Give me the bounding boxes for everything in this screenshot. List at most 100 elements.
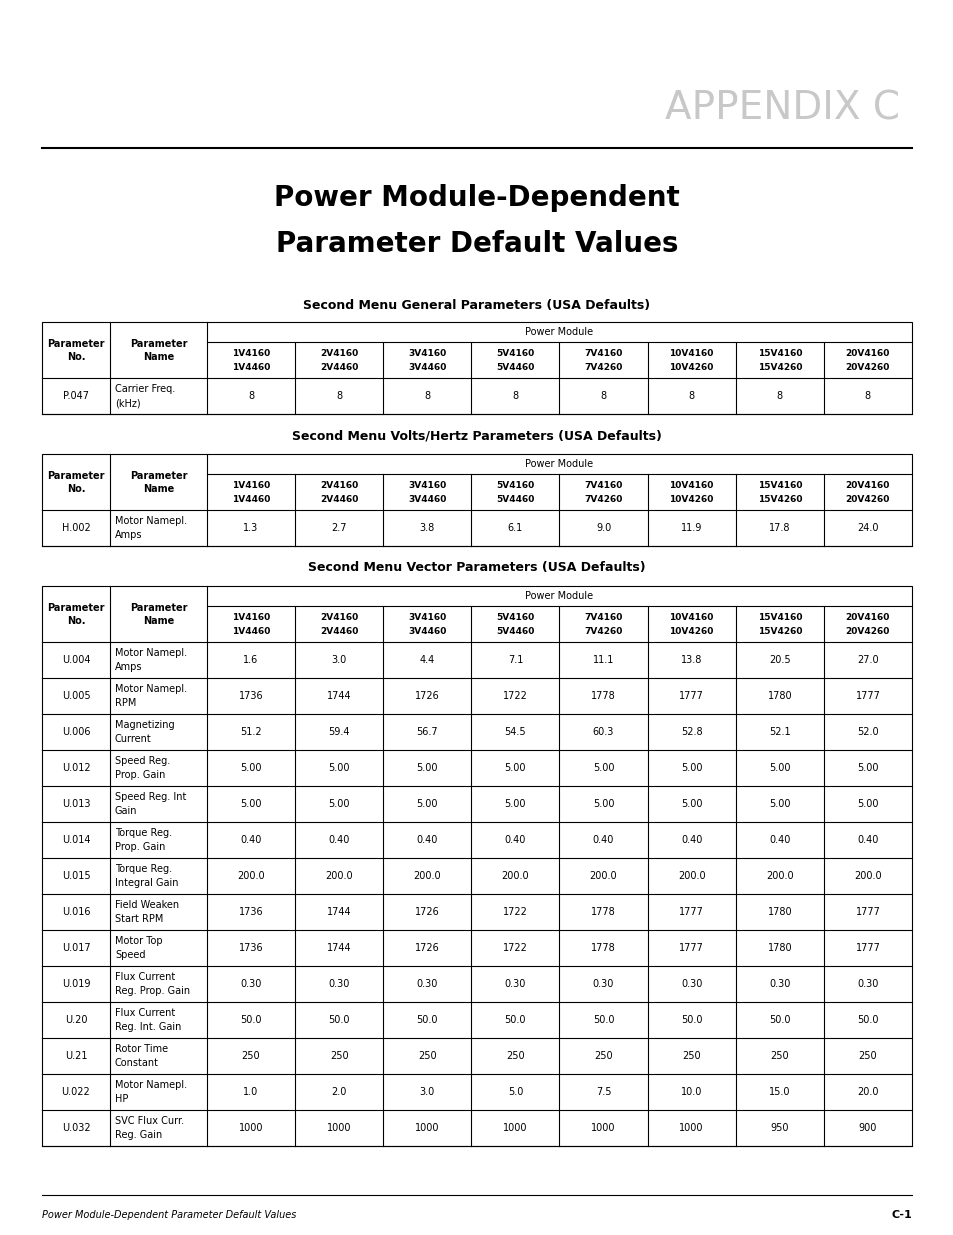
Text: 1000: 1000	[502, 1123, 527, 1132]
Text: 15V4260: 15V4260	[757, 494, 801, 504]
Text: 1780: 1780	[767, 906, 791, 918]
Text: 5.00: 5.00	[857, 763, 878, 773]
Text: 200.0: 200.0	[678, 871, 705, 881]
Text: 11.1: 11.1	[592, 655, 614, 664]
Text: U.006: U.006	[62, 727, 91, 737]
Text: Field Weaken: Field Weaken	[115, 900, 179, 910]
Text: 60.3: 60.3	[592, 727, 614, 737]
Text: 52.8: 52.8	[680, 727, 701, 737]
Text: 20.0: 20.0	[857, 1087, 878, 1097]
Text: Motor Namepl.: Motor Namepl.	[115, 1079, 187, 1091]
Text: 3V4160: 3V4160	[408, 348, 446, 357]
Text: Carrier Freq.: Carrier Freq.	[115, 384, 175, 394]
Text: 5V4460: 5V4460	[496, 494, 534, 504]
Text: 8: 8	[424, 391, 430, 401]
Text: 3V4460: 3V4460	[408, 363, 446, 372]
Text: 1780: 1780	[767, 944, 791, 953]
Text: C-1: C-1	[890, 1210, 911, 1220]
Text: 3V4160: 3V4160	[408, 480, 446, 489]
Text: Parameter: Parameter	[48, 471, 105, 480]
Text: 15.0: 15.0	[768, 1087, 790, 1097]
Text: Parameter: Parameter	[48, 603, 105, 613]
Text: 2V4460: 2V4460	[319, 626, 358, 636]
Text: 1778: 1778	[591, 906, 616, 918]
Text: 1744: 1744	[327, 944, 351, 953]
Text: 0.40: 0.40	[768, 835, 790, 845]
Text: 24.0: 24.0	[857, 522, 878, 534]
Text: Parameter: Parameter	[130, 471, 187, 480]
Text: 0.30: 0.30	[680, 979, 701, 989]
Text: H.002: H.002	[62, 522, 91, 534]
Text: 5.00: 5.00	[768, 799, 790, 809]
Text: 15V4260: 15V4260	[757, 363, 801, 372]
Text: 50.0: 50.0	[680, 1015, 701, 1025]
Bar	[42, 585, 911, 1146]
Text: 250: 250	[241, 1051, 260, 1061]
Text: 1778: 1778	[591, 944, 616, 953]
Bar	[42, 454, 911, 546]
Text: 52.1: 52.1	[768, 727, 790, 737]
Text: 250: 250	[681, 1051, 700, 1061]
Text: 0.40: 0.40	[592, 835, 614, 845]
Text: No.: No.	[67, 352, 85, 362]
Text: 5.00: 5.00	[416, 799, 437, 809]
Text: 15V4160: 15V4160	[757, 480, 801, 489]
Text: 1736: 1736	[238, 906, 263, 918]
Text: 10V4260: 10V4260	[669, 363, 713, 372]
Text: Rotor Time: Rotor Time	[115, 1044, 168, 1053]
Text: 7V4260: 7V4260	[584, 363, 622, 372]
Text: 1.0: 1.0	[243, 1087, 258, 1097]
Text: (kHz): (kHz)	[115, 398, 140, 408]
Text: 1V4460: 1V4460	[232, 494, 270, 504]
Text: 5.00: 5.00	[504, 763, 526, 773]
Text: 200.0: 200.0	[765, 871, 793, 881]
Text: 20.5: 20.5	[768, 655, 790, 664]
Text: Start RPM: Start RPM	[115, 914, 163, 924]
Text: 250: 250	[770, 1051, 788, 1061]
Text: Parameter Default Values: Parameter Default Values	[275, 230, 678, 258]
Text: 250: 250	[330, 1051, 348, 1061]
Text: 250: 250	[858, 1051, 877, 1061]
Text: RPM: RPM	[115, 698, 136, 708]
Text: 5.00: 5.00	[680, 763, 701, 773]
Text: Speed Reg.: Speed Reg.	[115, 756, 170, 766]
Text: U.015: U.015	[62, 871, 91, 881]
Text: 200.0: 200.0	[589, 871, 617, 881]
Text: 7V4160: 7V4160	[584, 348, 622, 357]
Text: U.019: U.019	[62, 979, 91, 989]
Text: U.022: U.022	[62, 1087, 91, 1097]
Text: 0.40: 0.40	[504, 835, 525, 845]
Text: 10V4160: 10V4160	[669, 348, 713, 357]
Text: 1744: 1744	[327, 906, 351, 918]
Text: 5.00: 5.00	[504, 799, 526, 809]
Text: 1722: 1722	[502, 944, 527, 953]
Text: 1777: 1777	[679, 906, 703, 918]
Text: U.21: U.21	[65, 1051, 87, 1061]
Text: 8: 8	[248, 391, 253, 401]
Text: 5.00: 5.00	[592, 799, 614, 809]
Text: 1V4160: 1V4160	[232, 613, 270, 621]
Text: Power Module: Power Module	[525, 459, 593, 469]
Text: 8: 8	[335, 391, 342, 401]
Text: Parameter: Parameter	[130, 338, 187, 350]
Text: 7.1: 7.1	[507, 655, 522, 664]
Text: 50.0: 50.0	[504, 1015, 526, 1025]
Text: 1V4160: 1V4160	[232, 480, 270, 489]
Text: Torque Reg.: Torque Reg.	[115, 827, 172, 839]
Text: 5V4160: 5V4160	[496, 480, 534, 489]
Text: U.014: U.014	[62, 835, 91, 845]
Text: 1000: 1000	[679, 1123, 703, 1132]
Text: 2V4160: 2V4160	[319, 613, 358, 621]
Text: 5.00: 5.00	[240, 763, 261, 773]
Text: Reg. Int. Gain: Reg. Int. Gain	[115, 1023, 181, 1032]
Text: 0.40: 0.40	[416, 835, 437, 845]
Text: 5.00: 5.00	[857, 799, 878, 809]
Text: 20V4160: 20V4160	[845, 348, 889, 357]
Text: Torque Reg.: Torque Reg.	[115, 864, 172, 874]
Text: 7V4260: 7V4260	[584, 626, 622, 636]
Text: Reg. Prop. Gain: Reg. Prop. Gain	[115, 986, 190, 995]
Text: 50.0: 50.0	[857, 1015, 878, 1025]
Text: 5.00: 5.00	[328, 763, 350, 773]
Text: 2.0: 2.0	[331, 1087, 347, 1097]
Text: 1722: 1722	[502, 692, 527, 701]
